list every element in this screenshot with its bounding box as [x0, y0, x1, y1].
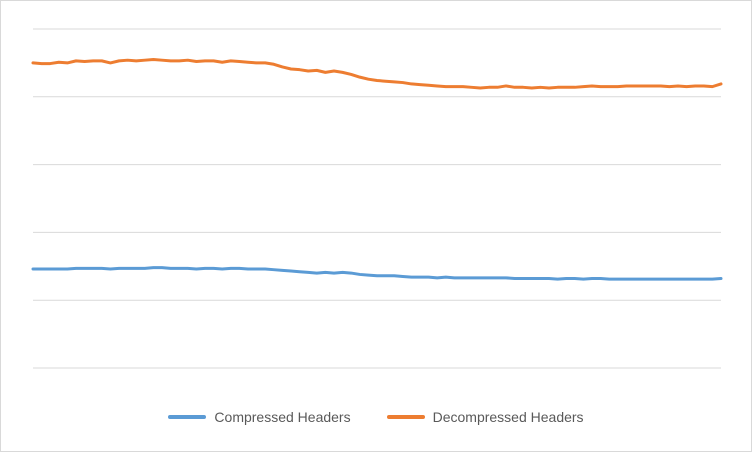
legend-swatch-decompressed-headers — [386, 415, 425, 419]
chart-legend: Compressed Headers Decompressed Headers — [1, 405, 751, 429]
series-line-compressed-headers — [31, 266, 723, 281]
legend-item-decompressed-headers: Decompressed Headers — [386, 409, 584, 425]
legend-item-compressed-headers: Compressed Headers — [168, 409, 351, 425]
series-line-decompressed-headers — [31, 58, 723, 90]
legend-label-decompressed-headers: Decompressed Headers — [432, 409, 584, 425]
legend-swatch-compressed-headers — [168, 415, 207, 419]
legend-label-compressed-headers: Compressed Headers — [214, 409, 351, 425]
